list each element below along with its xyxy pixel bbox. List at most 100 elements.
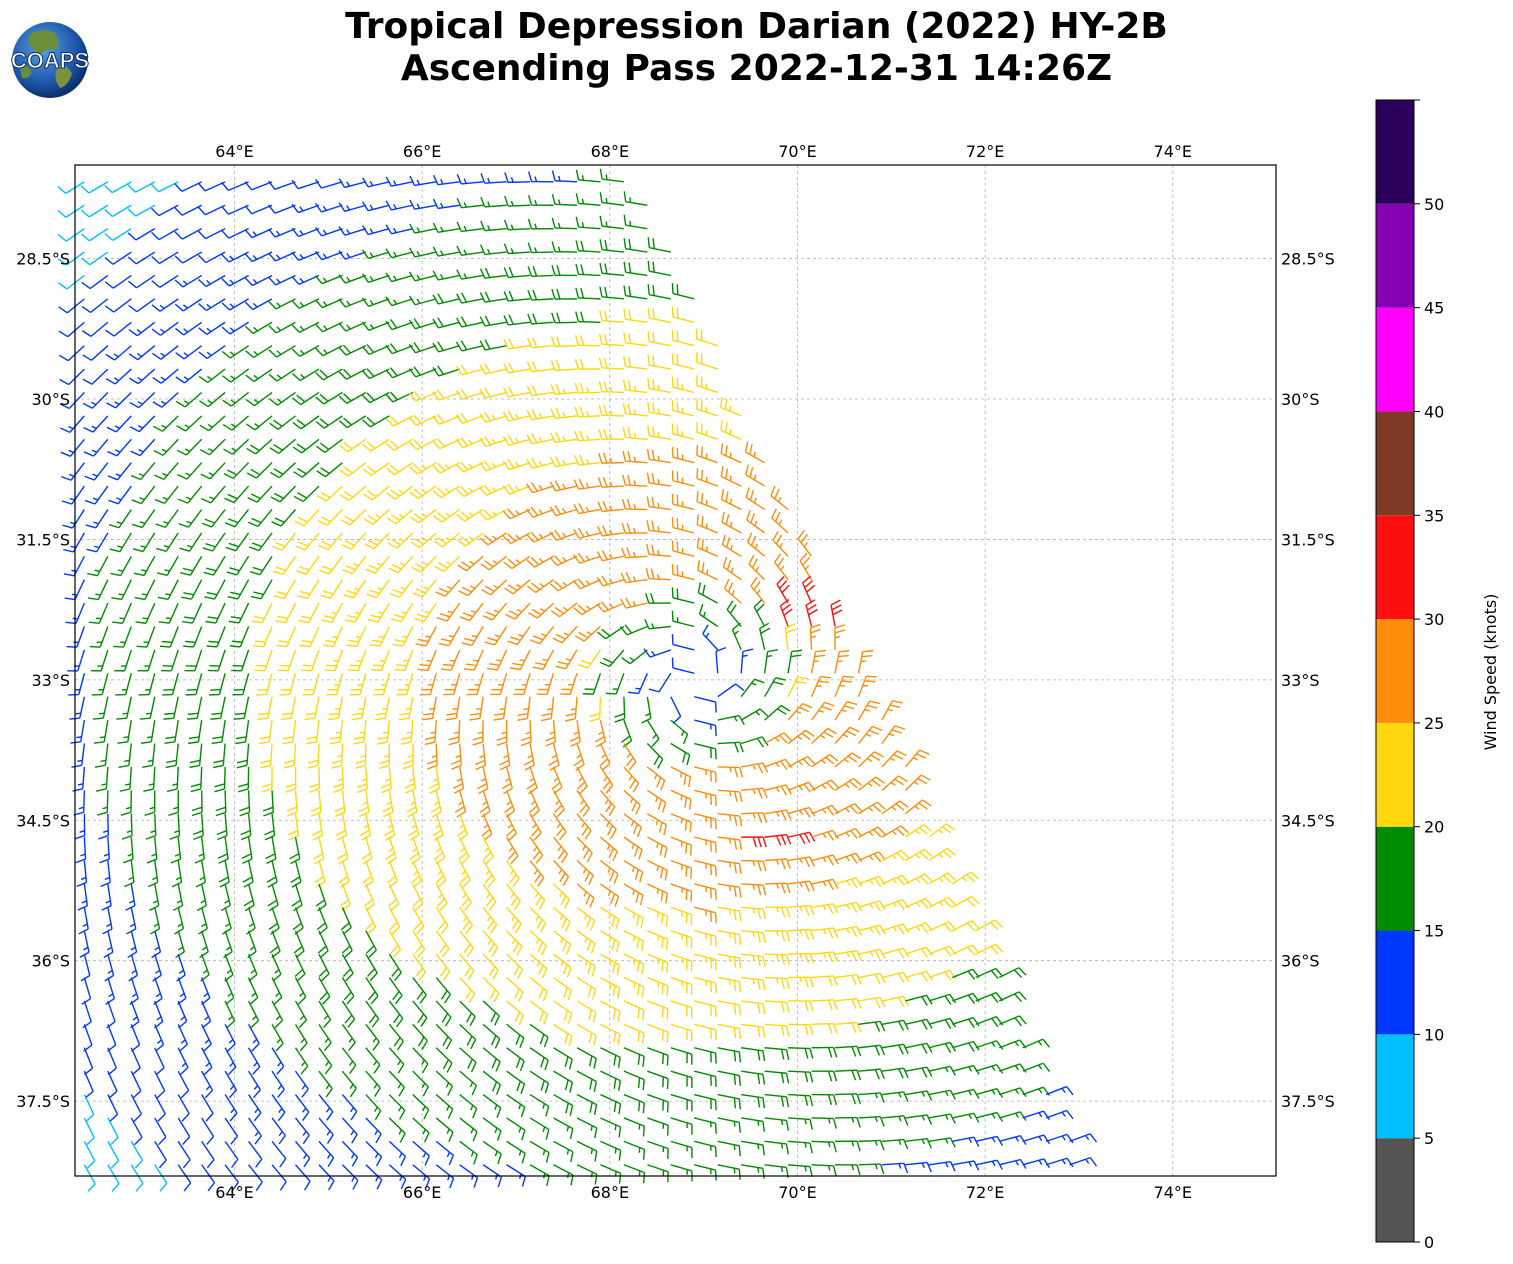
wind-barb [858,851,886,863]
wind-barb [741,930,766,944]
wind-barb [600,883,620,907]
wind-barb [696,398,718,417]
wind-barb [459,602,484,622]
wind-barb [142,743,156,769]
wind-barb [670,859,693,879]
wind-barb [600,1000,621,1022]
wind-barb [104,228,132,241]
wind-barb [132,532,156,553]
wind-barb [61,485,85,505]
wind-barb [527,337,554,349]
wind-barb [271,953,282,982]
wind-barb [741,1164,765,1179]
wind-barb [81,274,109,290]
wind-barb [455,461,484,473]
wind-barb [189,743,203,769]
wind-barb [811,1117,837,1129]
wind-barb [435,1117,454,1143]
lat-tick-label-right: 30°S [1281,390,1320,409]
wind-barb [526,385,554,397]
wind-barb [671,540,695,557]
wind-barb [764,906,791,918]
wind-barb [928,945,957,957]
wind-barb [377,720,391,745]
wind-barb [549,480,578,492]
wind-barb [432,293,460,305]
wind-barb [779,599,793,627]
wind-barb [623,308,648,323]
wind-barb [741,1047,766,1062]
wind-barb [227,579,250,600]
wind-barb [128,274,156,289]
wind-barb [502,483,531,495]
wind-barb [294,509,320,527]
wind-barb [741,1000,766,1015]
wind-barb [254,649,273,672]
wind-barb [857,700,880,721]
wind-barb [550,407,578,420]
wind-barb [694,813,717,830]
wind-barb [628,673,648,695]
wind-barb [763,649,779,674]
wind-barb [202,532,226,552]
wind-barb [272,555,297,576]
wind-barb [443,673,461,696]
wind-barb [428,766,440,794]
wind-barb [523,743,535,771]
wind-barb [575,193,601,206]
wind-barb [100,860,111,888]
wind-barb [479,291,507,303]
wind-barb [409,199,437,210]
wind-barb [385,296,413,307]
wind-barb [291,883,303,912]
wind-barb [146,837,158,864]
wind-barb [456,245,484,256]
wind-barb [647,859,668,881]
wind-barb [162,673,179,696]
wind-barb [717,789,743,803]
wind-barb [564,696,578,722]
wind-barb [788,1140,813,1154]
wind-barb [526,555,554,568]
wind-barb [576,906,596,931]
wind-barb [185,673,203,696]
wind-barb [291,274,320,285]
wind-barb [598,428,624,440]
wind-barb [551,312,577,324]
wind-barb [147,860,159,888]
wind-barb [385,272,413,283]
wind-barb [76,860,88,888]
wind-barb [696,537,718,557]
wind-barb [881,825,909,838]
wind-barb [551,217,578,230]
wind-barb [482,1047,501,1072]
wind-barb [621,649,648,665]
wind-barb [224,1070,238,1099]
wind-barb [335,813,348,841]
wind-barb [315,883,327,912]
wind-barb [177,977,187,1006]
wind-barb [788,904,815,916]
wind-barb [338,415,367,429]
wind-barb [151,228,179,241]
wind-barb [388,555,414,574]
wind-barb [576,766,588,795]
wind-barb [171,860,183,888]
wind-barb [132,509,156,529]
wind-barb [694,976,717,994]
wind-barb [318,1094,334,1121]
wind-barb [87,579,109,601]
wind-barb [741,883,767,896]
wind-barb [905,994,933,1006]
wind-barb [222,391,250,407]
wind-barb [459,860,471,888]
wind-barb [740,648,754,674]
wind-barb [149,883,160,911]
wind-barb [269,415,296,430]
wind-barb [268,391,296,406]
wind-barb [503,338,531,350]
wind-barb [435,1047,453,1073]
wind-barb [386,508,414,525]
wind-barb [192,813,204,841]
wind-barb [575,240,601,253]
